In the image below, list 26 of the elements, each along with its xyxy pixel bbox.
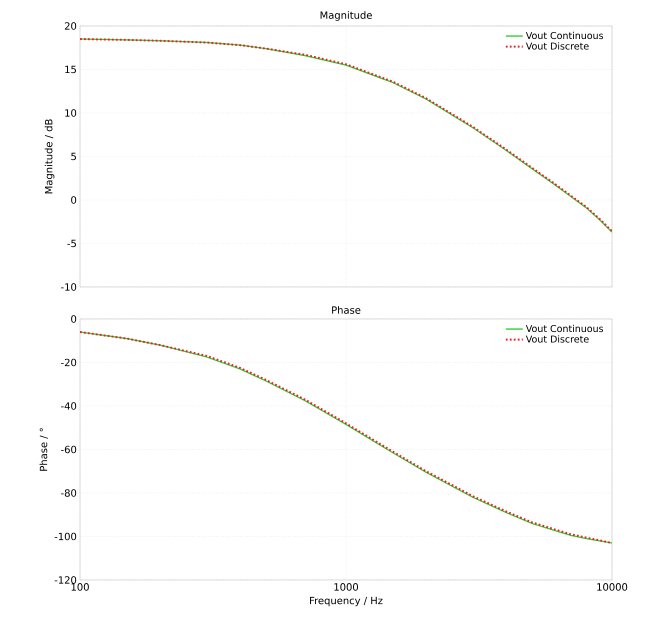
y-tick-label: 20 (64, 22, 76, 30)
legend-label: Vout Continuous (526, 32, 604, 40)
y-tick-label: -120 (54, 576, 76, 584)
legend-label: Vout Discrete (526, 335, 589, 343)
y-tick-label: 5 (71, 152, 76, 160)
chart-title: Phase (332, 306, 360, 314)
y-tick-label: 10 (65, 109, 76, 117)
y-tick-label: -40 (61, 402, 76, 410)
y-tick-label: -5 (67, 240, 76, 248)
x-tick-label: 100 (72, 583, 89, 591)
x-tick-label: 10000 (597, 583, 628, 591)
y-tick-label: -10 (61, 283, 76, 291)
x-axis-title: Frequency / Hz (310, 596, 383, 606)
y-tick-label: -60 (61, 446, 76, 454)
y-axis-title: Magnitude / dB (44, 119, 54, 194)
legend-label: Vout Continuous (526, 324, 604, 332)
chart-title: Magnitude (320, 11, 372, 21)
y-tick-label: 0 (71, 196, 76, 204)
y-tick-label: -100 (54, 532, 76, 540)
legend-label: Vout Discrete (526, 42, 589, 50)
y-tick-label: -80 (61, 489, 76, 497)
y-tick-label: 0 (71, 315, 76, 323)
y-axis-title: Phase / ° (40, 428, 48, 471)
x-tick-label: 1000 (334, 583, 358, 591)
y-tick-label: 15 (65, 66, 76, 74)
y-tick-label: -20 (61, 358, 76, 366)
